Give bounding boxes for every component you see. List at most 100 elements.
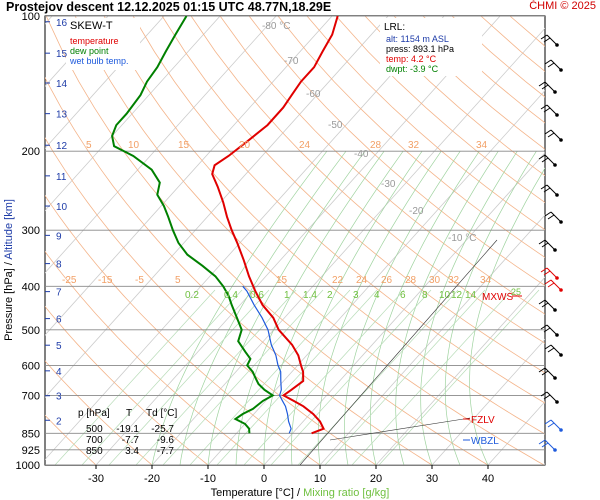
adiabat-label: 15 <box>178 140 190 151</box>
wind-barb-staff <box>544 239 556 251</box>
wind-barb-dot <box>553 163 557 167</box>
altitude-tick-label: 3 <box>56 392 62 403</box>
y-axis-label: Pressure [hPa] / Altitude [km] <box>3 199 15 341</box>
wind-barb-feather <box>547 422 555 428</box>
mixing-ratio-line <box>108 289 270 465</box>
wind-barb-dot <box>559 428 563 432</box>
wind-barb-feather <box>547 347 555 353</box>
wind-barb-feather <box>540 104 548 110</box>
wind-barb-feather <box>538 299 546 305</box>
mixing-ratio-line <box>54 289 216 465</box>
wind-barb-staff <box>544 439 556 451</box>
mixing-ratio-line <box>135 289 297 465</box>
wind-barb-staff <box>544 367 556 379</box>
dry-adiabat <box>190 16 545 344</box>
wind-barb-staff <box>550 344 562 356</box>
table-cell: -25.7 <box>151 424 174 435</box>
isotherm-label: -40 <box>354 149 369 160</box>
adiabat-label: 28 <box>370 140 382 151</box>
x-tick-label: 0 <box>261 473 267 485</box>
wind-barb-dot <box>553 248 557 252</box>
wind-barb-feather <box>544 59 552 65</box>
wind-barb-dot <box>559 220 563 224</box>
wind-barb-staff <box>546 34 558 46</box>
adiabat-label: 20 <box>239 140 251 151</box>
altitude-tick-label: 6 <box>56 315 62 326</box>
adiabat-label: -15 <box>98 275 113 286</box>
altitude-tick-label: 8 <box>56 260 62 271</box>
x-tick-label: -30 <box>88 473 104 485</box>
mixing-ratio-line <box>216 289 378 465</box>
table-cell: -9.6 <box>157 435 175 446</box>
altitude-tick-label: 14 <box>56 79 68 90</box>
wind-barb-feather <box>543 327 551 333</box>
table-header-cell: p [hPa] <box>78 408 110 419</box>
legend-entry: dew point <box>70 46 109 56</box>
wind-barb-feather <box>544 419 552 425</box>
altitude-tick-label: 15 <box>56 49 68 60</box>
wind-barb-dot <box>553 376 557 380</box>
wind-barb-staff <box>546 267 558 279</box>
wind-barb-staff <box>546 104 558 116</box>
table-header-cell: T <box>126 408 132 419</box>
dry-adiabat <box>277 16 545 258</box>
altitude-tick-label: 13 <box>56 110 68 121</box>
altitude-tick-label: 4 <box>56 367 62 378</box>
legend-box <box>66 18 140 70</box>
pressure-tick-label: 500 <box>22 325 40 337</box>
pressure-tick-label: 200 <box>22 146 40 158</box>
wind-barb-feather <box>544 129 552 135</box>
table-header-cell: Td [°C] <box>146 408 177 419</box>
isotherm-line <box>151 27 545 465</box>
x-axis-label-temperature: Temperature [°C] / <box>211 487 303 499</box>
altitude-tick-label: 16 <box>56 18 68 29</box>
legend-entry: temperature <box>70 36 119 46</box>
wind-barb-staff <box>550 59 562 71</box>
lrl-box <box>380 18 482 76</box>
wind-barb-dot <box>559 68 563 72</box>
isotherm-line <box>45 16 165 149</box>
x-tick-label: 10 <box>314 473 326 485</box>
wind-barb-feather <box>540 324 548 330</box>
pressure-tick-label: 850 <box>22 428 40 440</box>
wind-barb-feather <box>544 344 552 350</box>
lrl-title: LRL: <box>384 22 405 33</box>
wbzl-label: WBZL <box>471 436 499 447</box>
wind-barb-feather <box>541 442 549 448</box>
dry-adiabat <box>161 16 545 374</box>
fzlv-label: FZLV <box>471 415 495 426</box>
wind-barb-staff <box>550 211 562 223</box>
temperature-line <box>211 16 339 435</box>
isotherm-line <box>319 214 545 465</box>
x-tick-label: -10 <box>200 473 216 485</box>
wind-barb-feather <box>540 184 548 190</box>
wind-barb-feather <box>543 187 551 193</box>
dry-adiabat <box>219 16 545 315</box>
isotherm-line <box>45 16 445 461</box>
lrl-temp: temp: 4.2 °C <box>386 54 437 64</box>
table-cell: 700 <box>86 435 103 446</box>
wind-barb-feather <box>544 211 552 217</box>
wind-barb-feather <box>538 367 546 373</box>
mixing-ratio-label: 4 <box>374 290 380 301</box>
legend-title: SKEW-T <box>70 20 113 32</box>
isotherm-label: -20 <box>409 206 424 217</box>
wind-barb-feather <box>543 270 551 276</box>
table-cell: 500 <box>86 424 103 435</box>
y-axis-label-pressure: Pressure [hPa] / <box>3 260 15 341</box>
wind-barb-dot <box>553 90 557 94</box>
wind-barb-feather <box>541 157 549 163</box>
mixing-ratio-label: 1 <box>284 290 290 301</box>
wind-barb-staff <box>546 324 558 336</box>
isotherm-label: -80 °C <box>262 21 290 32</box>
wind-barb-feather <box>541 84 549 90</box>
adiabat-label: -25 <box>62 275 77 286</box>
wind-barb-dot <box>559 288 563 292</box>
adiabat-label: 5 <box>175 275 181 286</box>
adiabat-label: 10 <box>128 140 140 151</box>
altitude-tick-label: 11 <box>56 172 67 183</box>
mixing-ratio-line <box>351 289 513 465</box>
wind-barb-staff <box>550 279 562 291</box>
altitude-tick-label: 7 <box>56 288 62 299</box>
